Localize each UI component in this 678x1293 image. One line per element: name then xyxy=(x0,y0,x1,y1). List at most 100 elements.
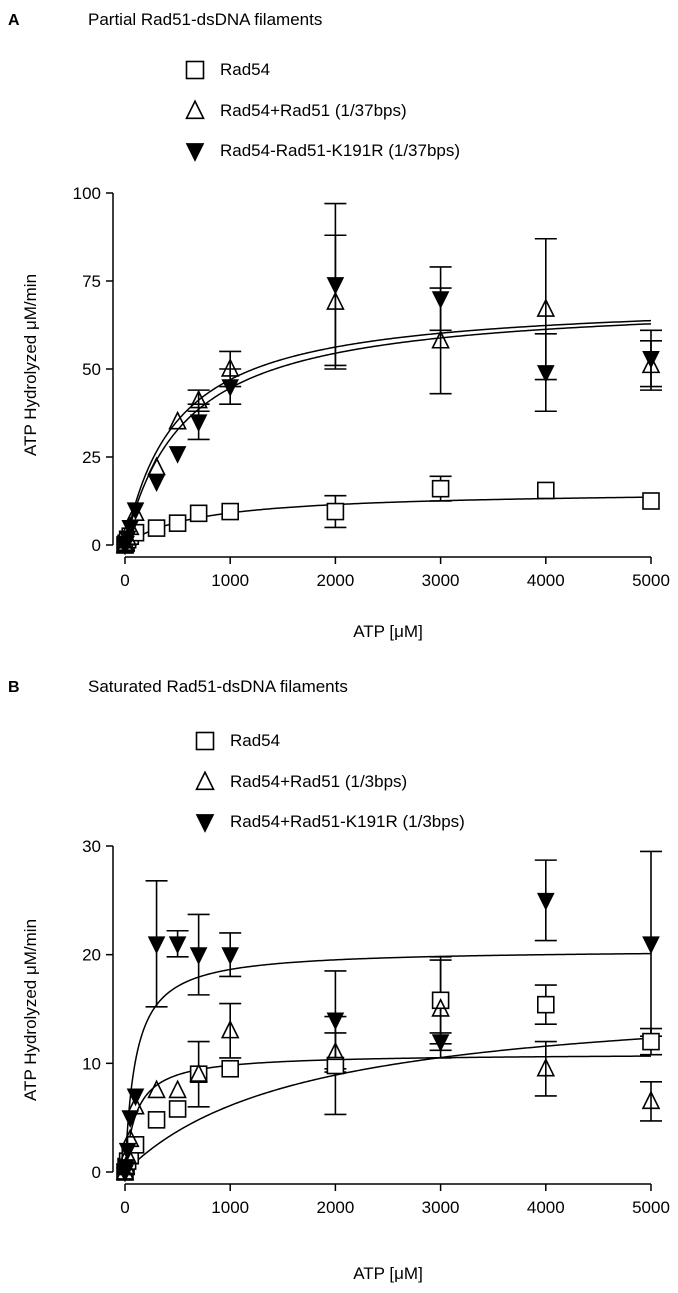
panel-a-x-tick-label: 5000 xyxy=(632,571,670,590)
panel-b-y-tick-label: 0 xyxy=(92,1163,101,1182)
panel-b-data-point-s0 xyxy=(147,1111,166,1129)
panel-b-data-point-s1 xyxy=(147,1079,166,1099)
panel-a-data-point-s1 xyxy=(189,389,208,409)
panel-a-x-tick-label: 1000 xyxy=(211,571,249,590)
panel-a-x-tick-label: 2000 xyxy=(316,571,354,590)
panel-b-data-point-s1 xyxy=(536,1057,556,1077)
panel-a-xlabel: ATP [μM] xyxy=(353,622,423,641)
panel-b-plot: 0 10 20 30 0 1000 2000 3000 4000 5000 xyxy=(82,731,670,1217)
panel-b-legend-label-1: Rad54+Rad51 (1/3bps) xyxy=(230,772,407,791)
panel-a-legend-label-0: Rad54 xyxy=(220,60,270,79)
panel-a-x-tick-label: 3000 xyxy=(422,571,460,590)
panel-a-data-point-s1 xyxy=(641,354,661,374)
panel-b-x-tick-label: 2000 xyxy=(316,1198,354,1217)
panel-a-data-point-s2 xyxy=(221,379,240,397)
panel-b-data-point-s2 xyxy=(147,936,166,955)
panel-b-data-point-s2 xyxy=(126,1088,145,1107)
panel-a-y-tick-label: 0 xyxy=(92,536,101,555)
panel-a-data-point-s1 xyxy=(536,298,556,317)
panel-b-data-point-s2 xyxy=(221,947,240,965)
panel-b-data-point-s1 xyxy=(431,998,450,1017)
panel-a-data-point-s0 xyxy=(221,502,239,521)
panel-a-data-point-s1 xyxy=(326,291,345,310)
panel-a-data-point-s1 xyxy=(168,410,187,430)
panel-a-y-tick-label: 50 xyxy=(82,360,101,379)
panel-a-data-point-s2 xyxy=(642,351,660,369)
panel-a-legend-marker-2 xyxy=(185,143,205,162)
panel-b-letter: B xyxy=(8,679,20,696)
panel-a-legend-label-1: Rad54+Rad51 (1/37bps) xyxy=(220,101,407,120)
panel-b-data-point-s2 xyxy=(121,1110,140,1128)
panel-b-data-point-s2 xyxy=(189,947,208,965)
panel-a-letter: A xyxy=(8,12,20,29)
panel-b-data-point-s2 xyxy=(117,1159,135,1177)
panel-b-fit-curve-0 xyxy=(124,1037,652,1173)
panel-b-y-tick-label: 30 xyxy=(82,837,101,856)
panel-a-data-point-s2 xyxy=(121,520,140,538)
panel-b-data-point-s0 xyxy=(536,995,555,1014)
panel-a-data-point-s0 xyxy=(431,479,450,498)
panel-b-data-point-s0 xyxy=(221,1059,239,1078)
panel-b-y-tick-label: 20 xyxy=(82,946,101,965)
panel-a-data-point-s0 xyxy=(189,504,208,523)
panel-b-data-point-s0 xyxy=(168,1100,187,1118)
panel-b-data-point-s0 xyxy=(326,1056,345,1075)
panel-b-data-point-s1 xyxy=(641,1090,661,1110)
panel-a-x-tick-label: 0 xyxy=(120,571,129,590)
panel-b-fit-curve-1 xyxy=(124,1055,652,1173)
panel-b-data-point-s1 xyxy=(168,1079,187,1099)
panel-a-data-point-s2 xyxy=(126,502,145,521)
panel-a-x-tick-label: 4000 xyxy=(527,571,565,590)
panel-a-legend-marker-1 xyxy=(185,99,205,120)
panel-b-data-point-s0 xyxy=(642,1032,660,1051)
panel-b-data-point-s1 xyxy=(326,1041,345,1061)
panel-a-data-point-s0 xyxy=(536,481,555,500)
panel-a-data-point-s0 xyxy=(168,514,187,532)
panel-a-data-point-s2 xyxy=(147,474,166,492)
panel-b-x-tick-label: 0 xyxy=(120,1198,129,1217)
panel-b-y-tick-label: 10 xyxy=(82,1054,101,1073)
panel-b-legend-marker-0 xyxy=(195,731,215,751)
panel-a-legend-marker-0 xyxy=(185,60,205,80)
panel-a-data-point-s0 xyxy=(642,492,660,510)
panel-b-legend-label-0: Rad54 xyxy=(230,731,280,750)
panel-b-legend-marker-1 xyxy=(195,770,215,791)
panel-a-legend-label-2: Rad54-Rad51-K191R (1/37bps) xyxy=(220,141,460,160)
panel-b-legend-label-2: Rad54+Rad51-K191R (1/3bps) xyxy=(230,812,465,831)
panel-a-data-point-s2 xyxy=(431,291,450,309)
panel-a-data-point-s0 xyxy=(147,519,166,537)
panel-a-ylabel: ATP Hydrolyzed μM/min xyxy=(21,274,40,456)
panel-a-y-tick-label: 100 xyxy=(73,184,101,203)
panel-a-data-point-s1 xyxy=(220,358,240,377)
panel-a-data-point-s2 xyxy=(536,365,555,383)
panel-a-fit-curve-1 xyxy=(124,319,652,546)
panel-b-data-point-s2 xyxy=(431,1034,450,1052)
panel-b-x-tick-label: 5000 xyxy=(632,1198,670,1217)
panel-a-y-tick-label: 25 xyxy=(82,448,101,467)
panel-b-data-point-s2 xyxy=(168,936,187,955)
panel-a-y-tick-label: 75 xyxy=(82,272,101,291)
panel-a-data-point-s0 xyxy=(326,502,345,521)
panel-a-data-point-s2 xyxy=(189,414,208,433)
panel-b-xlabel: ATP [μM] xyxy=(353,1264,423,1283)
panel-a-title: Partial Rad51-dsDNA filaments xyxy=(88,10,322,29)
panel-b-x-tick-label: 4000 xyxy=(527,1198,565,1217)
panel-b-data-point-s2 xyxy=(536,892,555,911)
panel-b-x-tick-label: 3000 xyxy=(422,1198,460,1217)
panel-a-data-point-s2 xyxy=(326,277,345,295)
panel-b-data-point-s0 xyxy=(189,1065,208,1083)
panel-b-ylabel: ATP Hydrolyzed μM/min xyxy=(21,919,40,1101)
panel-b-x-tick-label: 1000 xyxy=(211,1198,249,1217)
panel-b-data-point-s1 xyxy=(220,1019,240,1039)
panel-a-data-point-s1 xyxy=(431,329,450,349)
panel-b-fit-curve-2 xyxy=(124,952,652,1173)
panel-b-data-point-s2 xyxy=(642,936,660,955)
panel-b-legend-marker-2 xyxy=(195,814,215,833)
panel-b-data-point-s1 xyxy=(189,1063,208,1082)
panel-b-title: Saturated Rad51-dsDNA filaments xyxy=(88,677,348,696)
panel-b-data-point-s2 xyxy=(326,1012,345,1031)
panel-b-data-point-s2 xyxy=(118,1142,137,1161)
